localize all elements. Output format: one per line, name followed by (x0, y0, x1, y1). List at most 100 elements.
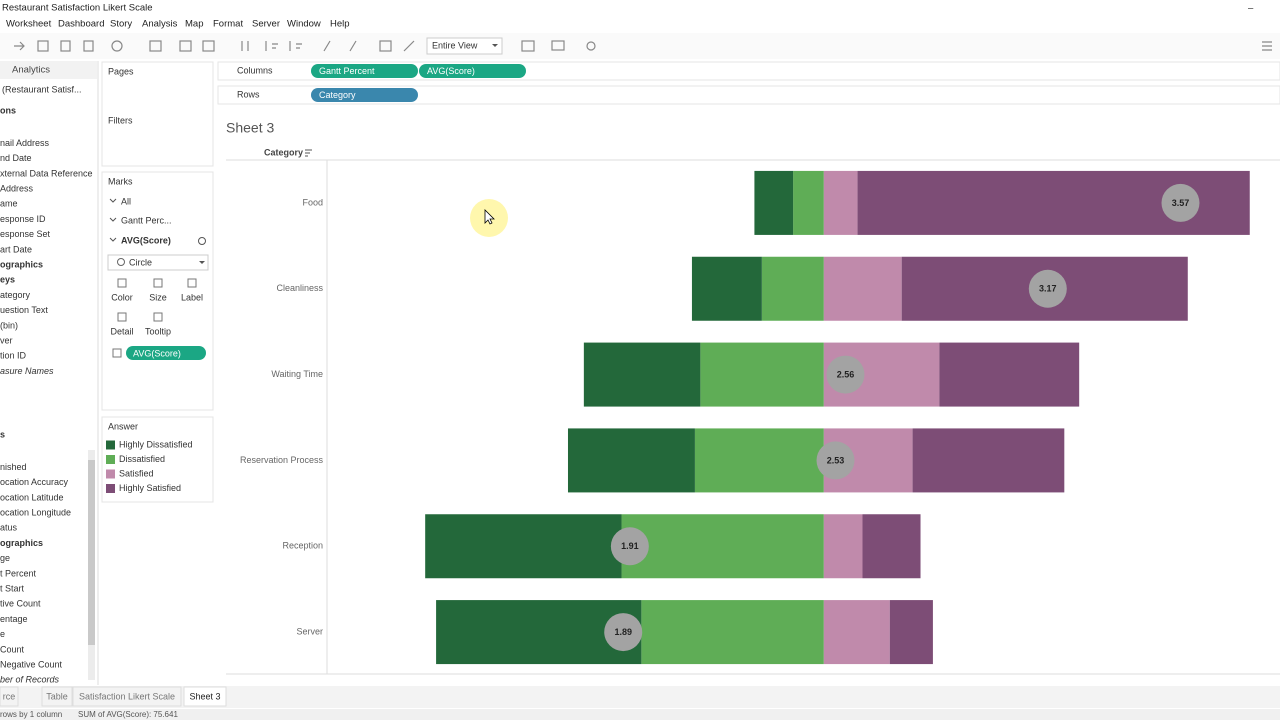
mark-button[interactable]: Tooltip (145, 326, 171, 336)
field[interactable]: tion ID (0, 351, 27, 361)
menu-item[interactable]: Analysis (142, 19, 178, 30)
field[interactable]: nished (0, 462, 27, 472)
bar-segment (912, 428, 1065, 493)
menu-item[interactable]: Window (287, 19, 321, 30)
field[interactable]: ge (0, 553, 10, 563)
field[interactable]: nd Date (0, 153, 32, 163)
sheet-tab[interactable] (72, 686, 182, 707)
field[interactable]: ographics (0, 259, 43, 269)
legend-label: Satisfied (119, 468, 154, 478)
bar-segment (694, 428, 824, 493)
bar-segment (567, 428, 695, 493)
field[interactable]: atus (0, 523, 18, 533)
row-label: Reception (282, 541, 323, 551)
marks-all[interactable]: All (121, 196, 131, 206)
fit-dropdown[interactable] (426, 37, 503, 55)
sheet-tab[interactable] (41, 686, 73, 707)
bar-segment (793, 170, 824, 235)
field[interactable]: uestion Text (0, 305, 48, 315)
row-header: Category (264, 147, 303, 157)
field[interactable]: xternal Data Reference (0, 168, 93, 178)
bar-segment (862, 514, 921, 579)
mark-button-icon (117, 312, 127, 322)
pages-card (101, 61, 214, 167)
sheet-tab[interactable] (0, 686, 19, 707)
field[interactable]: esponse Set (0, 229, 51, 239)
mark-button[interactable]: Color (111, 292, 133, 302)
field[interactable]: tive Count (0, 599, 41, 609)
field[interactable]: asure Names (0, 366, 54, 376)
field[interactable]: art Date (0, 244, 32, 254)
menu-item[interactable]: Story (110, 19, 132, 30)
legend-swatch (106, 469, 115, 479)
fit-label: Entire View (432, 40, 478, 50)
analytics-tab[interactable] (0, 61, 97, 79)
legend-label: Highly Satisfied (119, 483, 181, 493)
scroll-thumb[interactable] (88, 460, 95, 645)
field[interactable]: ocation Accuracy (0, 477, 69, 487)
mark-button-icon (117, 278, 127, 288)
status-text: rows by 1 column (0, 710, 62, 719)
field[interactable]: t Percent (0, 568, 37, 578)
menu-item[interactable]: Map (185, 19, 203, 30)
sheet-tab-label: Sheet 3 (189, 691, 220, 701)
field[interactable]: nail Address (0, 138, 50, 148)
label-pill[interactable] (126, 346, 206, 360)
bar-segment (583, 342, 701, 407)
field[interactable]: ategory (0, 290, 31, 300)
cursor (484, 209, 495, 225)
field[interactable]: eys (0, 275, 15, 285)
mark-button[interactable]: Size (149, 292, 167, 302)
menu-item[interactable]: Worksheet (6, 19, 52, 30)
field[interactable]: e (0, 629, 5, 639)
mark-type-dropdown[interactable] (107, 254, 209, 271)
field[interactable]: ocation Longitude (0, 507, 71, 517)
legend-swatch (106, 440, 115, 450)
score-label: 2.53 (827, 455, 845, 465)
marks-gantt[interactable]: Gantt Perc... (121, 215, 172, 225)
field[interactable]: ame (0, 199, 18, 209)
score-circle (610, 527, 649, 566)
field[interactable]: Negative Count (0, 659, 63, 669)
bar-segment (700, 342, 824, 407)
menu-item[interactable]: Help (330, 19, 350, 30)
field[interactable]: ber of Records (0, 675, 60, 685)
legend-card (101, 416, 214, 503)
shelf-pill[interactable] (311, 88, 418, 102)
data-source: (Restaurant Satisf... (2, 84, 82, 94)
field[interactable]: ographics (0, 538, 43, 548)
mark-button[interactable]: Detail (110, 326, 133, 336)
field[interactable]: t Start (0, 583, 25, 593)
sort-icon[interactable] (305, 149, 312, 157)
window-title: Restaurant Satisfaction Likert Scale (2, 3, 153, 14)
shelf-pill[interactable] (419, 64, 526, 78)
sheet-tab[interactable] (183, 686, 227, 707)
menu-item[interactable]: Format (213, 19, 243, 30)
marks-avg[interactable]: AVG(Score) (121, 235, 171, 245)
shelf-pill-text: Gantt Percent (319, 66, 375, 76)
field[interactable]: ocation Latitude (0, 492, 64, 502)
field[interactable]: Count (0, 644, 25, 654)
field[interactable]: esponse ID (0, 214, 46, 224)
menu-bar: Worksheet Dashboard Story Analysis Map Format… (6, 19, 350, 30)
mark-button[interactable]: Label (181, 292, 203, 302)
field[interactable]: (bin) (0, 320, 18, 330)
score-circle (1028, 269, 1067, 308)
bar-segment (823, 600, 890, 665)
minimize[interactable]: – (1248, 3, 1254, 14)
shelf-pill-text: AVG(Score) (427, 66, 475, 76)
legend-swatch (106, 484, 115, 493)
menu-item[interactable]: Server (252, 19, 280, 30)
tab-bar (0, 686, 1280, 708)
pages-title: Pages (108, 66, 134, 76)
menu-item[interactable]: Dashboard (58, 19, 104, 30)
legend-swatch (106, 455, 115, 464)
field[interactable]: entage (0, 614, 28, 624)
circle-icon (198, 237, 206, 245)
sheet-tab-label: Table (46, 691, 68, 701)
score-label: 3.57 (1172, 198, 1190, 208)
score-label: 1.91 (621, 541, 639, 551)
field[interactable]: Address (0, 183, 34, 193)
shelf-pill[interactable] (311, 64, 418, 78)
field[interactable]: ver (0, 335, 13, 345)
